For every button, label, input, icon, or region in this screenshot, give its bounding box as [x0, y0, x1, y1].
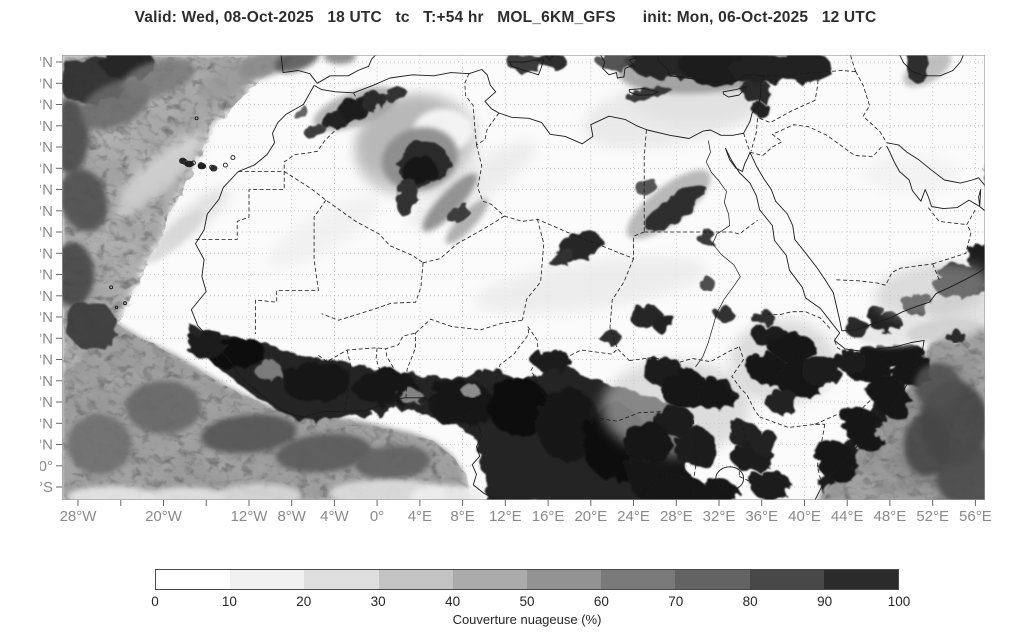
lon-label: 28°W — [60, 508, 98, 525]
colorbar-tick-label: 20 — [296, 594, 312, 609]
colorbar-segment — [527, 570, 602, 589]
lon-label: 24°E — [617, 508, 650, 525]
lon-label: 4°W — [320, 508, 349, 525]
colorbar-segment — [378, 570, 453, 589]
colorbar-segment — [749, 570, 824, 589]
lat-label: 2°N — [40, 437, 53, 454]
lat-label: 26°N — [40, 182, 53, 199]
lat-label: 8°N — [40, 373, 53, 390]
lat-label: 22°N — [40, 224, 53, 241]
lon-label: 44°E — [831, 508, 864, 525]
colorbar-segment — [230, 570, 305, 589]
lat-label: 24°N — [40, 203, 53, 220]
lon-label: 40°E — [788, 508, 821, 525]
lat-label: 30°N — [40, 139, 53, 156]
colorbar-tick-label: 50 — [519, 594, 535, 609]
lon-label: 8°W — [277, 508, 306, 525]
lat-label: 38°N — [40, 54, 53, 71]
lat-label: 32°N — [40, 118, 53, 135]
lat-label: 2°S — [40, 479, 53, 496]
colorbar-segment — [452, 570, 528, 589]
page-title: Valid: Wed, 08-Oct-2025 18 UTC tc T:+54 … — [134, 9, 877, 26]
lat-label: 18°N — [40, 267, 53, 284]
colorbar-tick-label: 60 — [593, 594, 609, 609]
lon-label: 20°E — [574, 508, 607, 525]
colorbar-label: Couverture nuageuse (%) — [452, 612, 602, 627]
lon-label: 52°E — [916, 508, 949, 525]
colorbar-segment — [156, 570, 231, 589]
colorbar — [155, 569, 899, 590]
lon-label: 48°E — [874, 508, 907, 525]
lon-label: 8°E — [450, 508, 474, 525]
lat-label: 36°N — [40, 75, 53, 92]
colorbar-segment — [675, 570, 750, 589]
lon-label: 12°W — [231, 508, 269, 525]
lon-label: 20°W — [145, 508, 183, 525]
lat-label: 6°N — [40, 394, 53, 411]
lat-label: 14°N — [40, 309, 53, 326]
lon-label: 36°E — [745, 508, 778, 525]
colorbar-tick-label: 90 — [817, 594, 833, 609]
lat-label: 34°N — [40, 97, 53, 114]
lon-label: 16°E — [532, 508, 565, 525]
colorbar-tick-label: 0 — [151, 594, 159, 609]
colorbar-tick-label: 100 — [887, 594, 911, 609]
colorbar-tick-label: 10 — [221, 594, 237, 609]
colorbar-tick-label: 70 — [668, 594, 684, 609]
cloud-cover-map — [62, 55, 985, 500]
lon-label: 28°E — [660, 508, 693, 525]
lon-label: 56°E — [959, 508, 992, 525]
map-canvas: 38°N 36°N 34°N 32°N 30°N 28°N 26°N 24°N 22°N 20°N… — [40, 54, 992, 525]
lon-label: 12°E — [489, 508, 522, 525]
lat-label: 0° — [40, 458, 53, 475]
lon-label: 0° — [370, 508, 384, 525]
lat-label: 16°N — [40, 288, 53, 305]
lat-label: 12°N — [40, 330, 53, 347]
lat-label: 28°N — [40, 160, 53, 177]
colorbar-tick-label: 30 — [370, 594, 386, 609]
lon-label: 32°E — [703, 508, 736, 525]
colorbar-segment — [304, 570, 379, 589]
colorbar-tick-label: 40 — [445, 594, 461, 609]
lat-label: 4°N — [40, 415, 53, 432]
lon-label: 4°E — [408, 508, 432, 525]
colorbar-segment — [601, 570, 676, 589]
colorbar-tick-label: 80 — [742, 594, 758, 609]
lat-label: 20°N — [40, 245, 53, 262]
colorbar-segment — [823, 570, 899, 589]
colorbar-ticks: 0 10 20 30 40 50 60 70 80 90 100 — [151, 594, 910, 611]
lat-label: 10°N — [40, 352, 53, 369]
